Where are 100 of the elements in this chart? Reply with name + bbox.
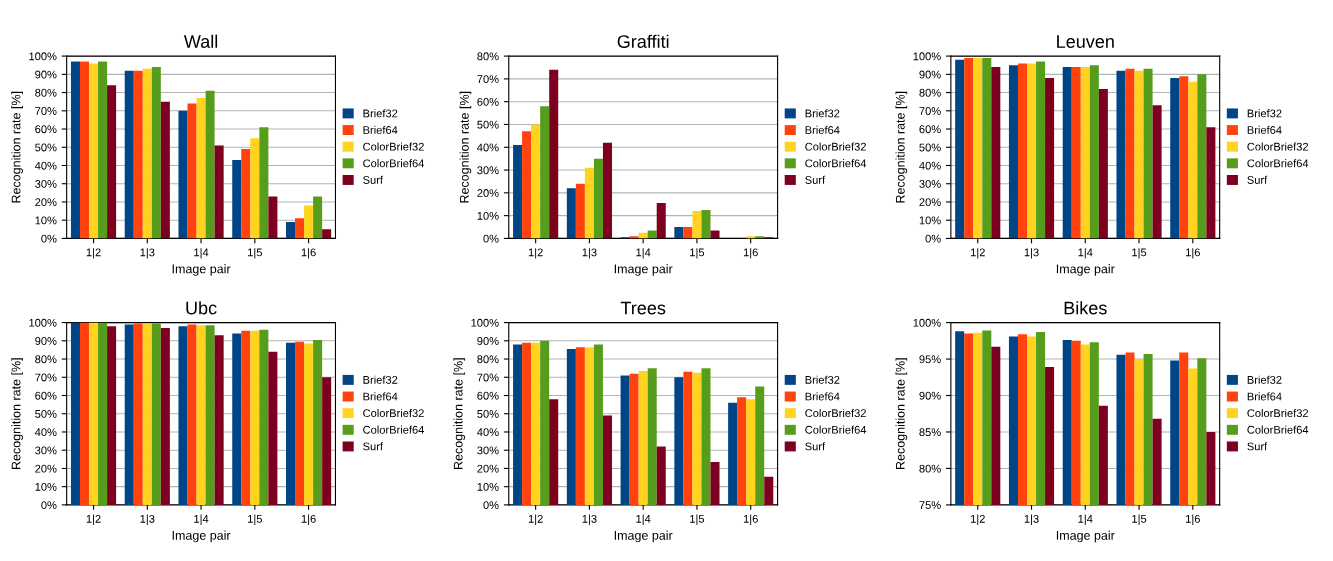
legend-label: Surf [363,442,383,451]
x-tick-label: 1|4 [194,248,209,259]
bar [522,131,532,239]
bar [1036,61,1046,239]
chart-title: Ubc [186,301,217,315]
y-axis-title: Recognition rate [%] [895,91,908,203]
bar [566,188,576,239]
bar [304,343,314,505]
x-tick-label: 1|4 [636,514,651,526]
bar [575,183,585,239]
y-tick-label: 40% [477,143,499,152]
x-axis-title: Image pair [614,264,673,276]
bar [295,218,305,239]
bar [683,371,693,505]
y-tick-label: 10% [35,482,57,491]
bar [647,368,657,505]
legend-label: ColorBrief32 [1247,142,1309,151]
x-tick-label: 1|6 [301,248,316,259]
legend-label: ColorBrief64 [363,425,425,434]
y-tick-label: 90% [919,391,941,400]
bar [322,229,332,239]
bar [107,326,117,505]
legend-label: Brief32 [1247,375,1282,384]
y-tick-label: 90% [35,70,57,79]
bar [973,57,983,239]
bar [737,397,747,505]
x-tick-label: 1|5 [248,514,262,526]
x-tick-label: 1|6 [301,514,316,526]
x-tick-label: 1|3 [582,248,597,259]
bar [1008,65,1018,239]
chart-title: Wall [183,34,218,48]
y-tick-label: 30% [919,179,941,188]
bar [746,399,756,505]
y-axis-title: Recognition rate [%] [895,358,908,469]
bar [250,138,260,239]
x-tick-label: 1|5 [690,248,705,259]
y-tick-label: 100% [913,318,941,327]
bar [160,101,170,239]
bar [124,324,134,505]
y-tick-label: 70% [35,373,57,382]
x-tick-label: 1|5 [1132,248,1147,259]
bar [295,341,305,505]
y-tick-label: 90% [919,70,941,79]
bar [1152,105,1162,239]
bar [991,67,1001,239]
y-tick-label: 70% [477,373,499,382]
bar [1017,63,1027,239]
bar [629,373,639,505]
bar [566,349,576,505]
y-tick-label: 0% [41,501,57,510]
bar [575,347,585,505]
legend-label: Surf [805,442,826,451]
bar [1098,88,1108,239]
bar [187,324,197,505]
y-axis-title: Recognition rate [%] [459,91,472,203]
legend-label: ColorBrief64 [805,159,867,168]
bar [1062,67,1072,239]
y-tick-label: 10% [919,216,941,225]
x-tick-label: 1|5 [690,514,705,526]
y-tick-label: 60% [35,391,57,400]
legend-label: Brief64 [805,125,840,134]
bar [513,144,523,239]
y-tick-label: 80% [35,355,57,364]
bar [142,68,152,239]
bar [313,339,323,505]
bar [89,322,99,505]
x-tick-label: 1|6 [743,248,758,259]
chart-title: Trees [620,301,666,315]
legend-label: ColorBrief64 [1247,159,1309,168]
bar [241,330,251,505]
y-tick-label: 70% [35,107,57,115]
x-tick-label: 1|2 [528,514,543,526]
bar [584,347,594,505]
bar [1197,74,1207,239]
legend-label: ColorBrief32 [363,408,424,418]
bar [259,329,269,505]
y-tick-label: 95% [919,355,941,364]
x-tick-label: 1|4 [1078,514,1093,526]
bar [701,368,711,505]
bar [549,69,559,239]
legend-label: Surf [805,175,826,184]
legend-label: Brief32 [363,375,398,384]
y-tick-label: 20% [35,198,57,207]
y-tick-label: 0% [483,234,499,243]
bar [1206,127,1216,239]
y-tick-label: 80% [477,355,499,364]
legend-label: Brief64 [363,125,398,134]
y-tick-label: 80% [35,88,57,97]
bar [602,415,612,505]
y-tick-label: 30% [477,446,499,455]
bar [232,333,242,505]
bar [1080,67,1090,239]
bar [286,342,296,505]
legend-label: Brief64 [1247,125,1282,134]
bar [1089,65,1099,239]
y-tick-label: 60% [477,97,499,106]
bar [196,98,206,239]
bar [322,377,332,505]
bar [259,127,269,239]
bar [1045,77,1055,239]
